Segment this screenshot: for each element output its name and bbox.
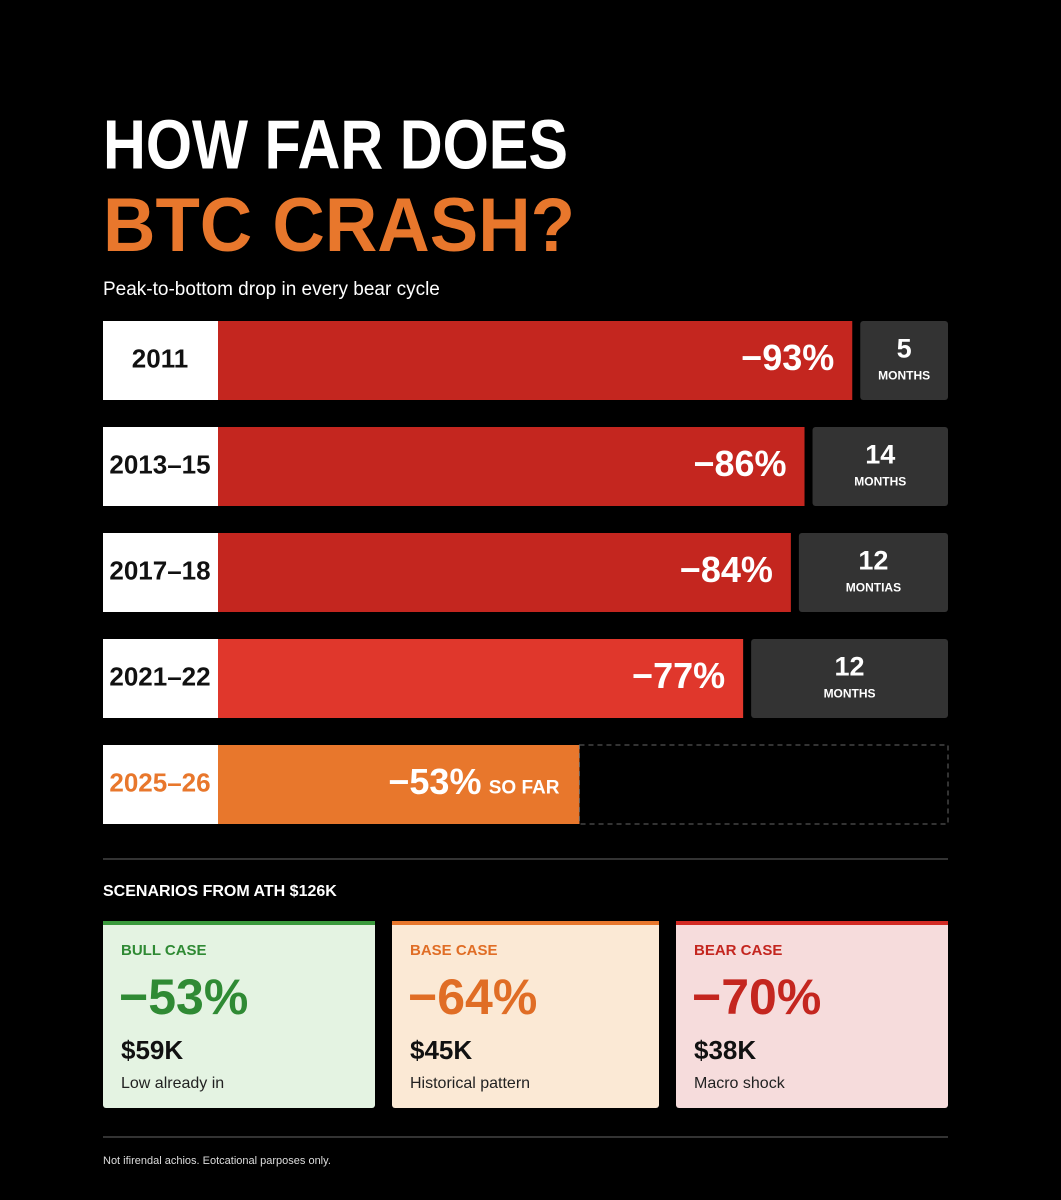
scenario-label: BULL CASE	[121, 942, 207, 959]
duration-box	[751, 639, 948, 718]
scenario-card	[676, 921, 948, 1108]
scenario-card	[392, 921, 659, 1108]
category-box	[103, 427, 218, 506]
category-label: 2025–26	[109, 767, 210, 797]
bar	[218, 639, 744, 718]
category-label: 2011	[132, 343, 188, 373]
value-label: −84%	[680, 549, 773, 590]
scenario-accent	[392, 921, 659, 925]
scenario-drop: −53%	[119, 969, 248, 1025]
bar	[218, 745, 580, 824]
scenario-note: Low already in	[121, 1075, 224, 1092]
section-heading: SCENARIOS FROM ATH $126K	[103, 883, 337, 900]
scenario-card	[103, 921, 375, 1108]
duration-number: 12	[858, 546, 888, 576]
category-label: 2021–22	[109, 661, 210, 691]
value-label: −77%	[632, 655, 725, 696]
scenario-price: $45K	[410, 1035, 472, 1065]
category-label: 2013–15	[109, 449, 210, 479]
duration-number: 5	[897, 334, 912, 364]
value-label: −53%	[388, 761, 481, 802]
scenario-accent	[103, 921, 375, 925]
duration-box	[798, 533, 948, 612]
duration-unit: MONTHS	[878, 369, 930, 383]
duration-number: 12	[835, 652, 865, 682]
duration-unit: MONTIAS	[846, 581, 901, 595]
duration-box	[812, 427, 948, 506]
disclaimer: Not ifirendal achios. Eotcational parpos…	[103, 1155, 331, 1167]
annotation: SO FAR	[489, 778, 560, 799]
scenario-label: BASE CASE	[410, 942, 498, 959]
duration-unit: MONTHS	[854, 475, 906, 489]
scenario-price: $38K	[694, 1035, 756, 1065]
scenario-note: Macro shock	[694, 1075, 786, 1092]
bar	[218, 533, 791, 612]
bar	[218, 427, 805, 506]
scenario-drop: −64%	[408, 969, 537, 1025]
title-line: HOW FAR DOES	[103, 105, 568, 183]
category-box	[103, 321, 218, 400]
category-box	[103, 745, 218, 824]
scenario-note: Historical pattern	[410, 1075, 530, 1092]
category-box	[103, 533, 218, 612]
title-line: BTC CRASH?	[103, 183, 575, 268]
bar	[218, 321, 853, 400]
category-box	[103, 639, 218, 718]
subtitle: Peak-to-bottom drop in every bear cycle	[103, 279, 440, 300]
scenario-price: $59K	[121, 1035, 183, 1065]
duration-unit: MONTHS	[824, 687, 876, 701]
scenario-label: BEAR CASE	[694, 942, 782, 959]
remaining-box	[578, 744, 949, 825]
value-label: −93%	[741, 337, 834, 378]
duration-number: 14	[865, 440, 895, 470]
scenario-drop: −70%	[692, 969, 821, 1025]
duration-box	[860, 321, 948, 400]
value-label: −86%	[693, 443, 786, 484]
category-label: 2017–18	[109, 555, 210, 585]
scenario-accent	[676, 921, 948, 925]
